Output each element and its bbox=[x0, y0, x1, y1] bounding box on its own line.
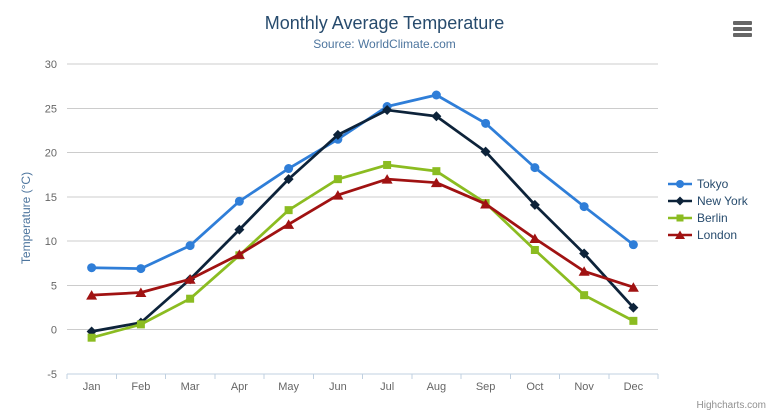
legend: Tokyo New York Berlin London bbox=[668, 175, 748, 243]
point-marker[interactable] bbox=[136, 264, 146, 274]
point-marker[interactable] bbox=[136, 320, 145, 329]
triangle-legend-icon bbox=[668, 230, 692, 239]
point-marker[interactable] bbox=[381, 174, 393, 184]
y-axis-label: 25 bbox=[45, 103, 57, 115]
point-marker[interactable] bbox=[184, 274, 196, 284]
hamburger-bar bbox=[733, 27, 752, 31]
x-axis-label: May bbox=[278, 381, 299, 393]
point-marker[interactable] bbox=[383, 160, 392, 169]
point-marker[interactable] bbox=[529, 199, 540, 210]
series-new-york[interactable] bbox=[86, 105, 639, 337]
point-marker[interactable] bbox=[675, 196, 685, 205]
point-marker[interactable] bbox=[481, 118, 491, 128]
point-marker[interactable] bbox=[185, 241, 195, 251]
point-marker[interactable] bbox=[480, 146, 491, 157]
x-axis-label: Jan bbox=[83, 381, 101, 393]
y-axis-label: 15 bbox=[45, 192, 57, 204]
point-marker[interactable] bbox=[430, 177, 442, 188]
point-marker[interactable] bbox=[628, 240, 638, 250]
legend-item-london[interactable]: London bbox=[668, 226, 748, 243]
legend-item-new-york[interactable]: New York bbox=[668, 192, 748, 209]
x-axis-label: Oct bbox=[526, 381, 543, 393]
y-axis-label: 20 bbox=[45, 148, 57, 160]
y-axis-label: -5 bbox=[47, 369, 57, 381]
point-marker[interactable] bbox=[87, 263, 97, 273]
x-axis-label: Dec bbox=[624, 381, 644, 393]
point-marker[interactable] bbox=[332, 129, 343, 140]
point-marker[interactable] bbox=[332, 190, 344, 200]
point-marker[interactable] bbox=[382, 105, 393, 116]
legend-label: New York bbox=[697, 193, 748, 208]
x-axis-label: Sep bbox=[476, 381, 496, 393]
point-marker[interactable] bbox=[186, 294, 195, 303]
point-marker[interactable] bbox=[333, 175, 342, 184]
x-axis-label: Apr bbox=[231, 381, 248, 393]
point-marker[interactable] bbox=[530, 163, 540, 173]
point-marker[interactable] bbox=[234, 224, 245, 235]
series-line[interactable] bbox=[91, 108, 635, 333]
point-marker[interactable] bbox=[676, 179, 684, 188]
chart-title: Monthly Average Temperature bbox=[264, 13, 505, 33]
point-marker[interactable] bbox=[135, 287, 147, 298]
diamond-legend-icon bbox=[668, 196, 692, 205]
point-marker[interactable] bbox=[579, 202, 589, 212]
point-marker[interactable] bbox=[234, 196, 244, 206]
export-menu-button[interactable] bbox=[731, 19, 754, 41]
point-marker[interactable] bbox=[283, 174, 294, 185]
point-marker[interactable] bbox=[480, 198, 492, 209]
legend-item-tokyo[interactable]: Tokyo bbox=[668, 175, 748, 192]
square-legend-icon bbox=[668, 214, 692, 221]
y-axis-label: 10 bbox=[45, 236, 57, 248]
y-axis-label: 30 bbox=[45, 59, 57, 71]
point-marker[interactable] bbox=[627, 282, 639, 292]
point-marker[interactable] bbox=[578, 266, 590, 276]
series-tokyo[interactable] bbox=[87, 90, 638, 274]
hamburger-icon bbox=[733, 21, 752, 37]
x-axis-label: Feb bbox=[131, 381, 150, 393]
point-marker[interactable] bbox=[86, 290, 98, 300]
point-marker[interactable] bbox=[530, 246, 539, 254]
series-london[interactable] bbox=[86, 174, 639, 300]
point-marker[interactable] bbox=[579, 248, 590, 259]
series-line[interactable] bbox=[91, 163, 635, 340]
x-axis-label: Mar bbox=[181, 381, 200, 393]
x-axis-label: Jul bbox=[380, 381, 394, 393]
x-axis-label: Jun bbox=[329, 381, 347, 393]
legend-item-berlin[interactable]: Berlin bbox=[668, 209, 748, 226]
y-axis-label: 0 bbox=[51, 325, 57, 337]
hamburger-bar bbox=[733, 33, 752, 37]
x-axis-label: Nov bbox=[574, 381, 594, 393]
credits-link[interactable]: Highcharts.com bbox=[696, 400, 766, 411]
point-marker[interactable] bbox=[629, 316, 638, 325]
x-axis-label: Aug bbox=[427, 381, 447, 393]
series-line[interactable] bbox=[91, 177, 634, 297]
point-marker[interactable] bbox=[676, 214, 684, 221]
point-marker[interactable] bbox=[284, 164, 294, 174]
point-marker[interactable] bbox=[432, 167, 441, 176]
chart-subtitle: Source: WorldClimate.com bbox=[313, 37, 456, 51]
point-marker[interactable] bbox=[233, 249, 245, 259]
legend-label: Berlin bbox=[697, 210, 728, 225]
legend-label: Tokyo bbox=[697, 176, 729, 191]
point-marker[interactable] bbox=[283, 219, 295, 229]
point-marker[interactable] bbox=[628, 302, 639, 313]
legend-label: London bbox=[697, 227, 738, 242]
point-marker[interactable] bbox=[431, 90, 441, 100]
point-marker[interactable] bbox=[580, 291, 589, 300]
point-marker[interactable] bbox=[675, 230, 685, 239]
hamburger-bar bbox=[733, 21, 752, 25]
point-marker[interactable] bbox=[431, 111, 442, 122]
point-marker[interactable] bbox=[87, 333, 96, 342]
point-marker[interactable] bbox=[284, 206, 293, 215]
y-axis-label: 5 bbox=[51, 280, 57, 292]
point-marker[interactable] bbox=[529, 233, 541, 243]
circle-legend-icon bbox=[668, 179, 692, 188]
